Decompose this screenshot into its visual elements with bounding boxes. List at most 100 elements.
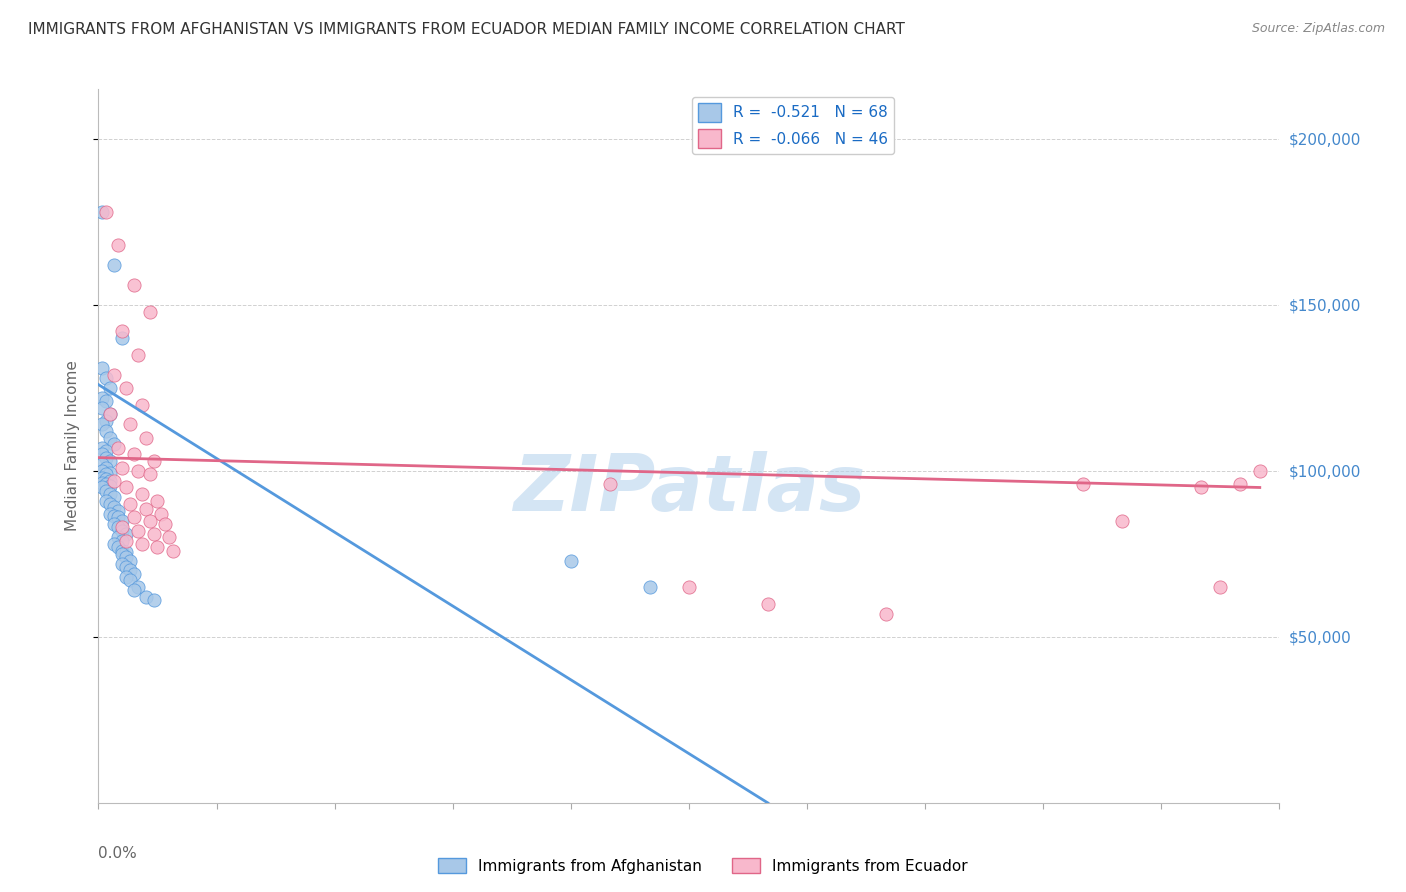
Point <box>98 497 121 511</box>
Text: Source: ZipAtlas.com: Source: ZipAtlas.com <box>1251 22 1385 36</box>
Point <box>98 408 121 422</box>
Point <box>115 481 138 495</box>
Point <box>111 514 134 528</box>
Point <box>96 444 118 458</box>
Point <box>115 533 138 548</box>
Point <box>127 524 149 538</box>
Point <box>111 460 134 475</box>
Legend: Immigrants from Afghanistan, Immigrants from Ecuador: Immigrants from Afghanistan, Immigrants … <box>432 852 974 880</box>
Point <box>107 510 129 524</box>
Text: ZIPatlas: ZIPatlas <box>513 450 865 527</box>
Point <box>103 258 125 272</box>
Point <box>135 502 157 516</box>
Point <box>107 520 129 534</box>
Point <box>91 464 114 478</box>
Point <box>96 477 118 491</box>
Point <box>638 580 661 594</box>
Point <box>875 607 897 621</box>
Point <box>135 590 157 604</box>
Point <box>107 441 129 455</box>
Point <box>111 524 134 538</box>
Point <box>150 507 173 521</box>
Point <box>111 557 134 571</box>
Point <box>107 238 129 252</box>
Point <box>91 447 114 461</box>
Point <box>103 508 125 523</box>
Point <box>1189 481 1212 495</box>
Point <box>115 570 138 584</box>
Legend: R =  -0.521   N = 68, R =  -0.066   N = 46: R = -0.521 N = 68, R = -0.066 N = 46 <box>692 97 894 154</box>
Point <box>118 564 141 578</box>
Point <box>111 325 134 339</box>
Point <box>1229 477 1251 491</box>
Point <box>118 574 141 588</box>
Point <box>111 533 134 548</box>
Point <box>142 527 165 541</box>
Point <box>111 520 134 534</box>
Point <box>115 560 138 574</box>
Point <box>91 417 114 432</box>
Point <box>96 414 118 428</box>
Point <box>98 454 121 468</box>
Point <box>756 597 779 611</box>
Point <box>138 304 160 318</box>
Point <box>146 540 169 554</box>
Point <box>91 475 114 490</box>
Point <box>96 493 118 508</box>
Point <box>103 491 125 505</box>
Point <box>111 543 134 558</box>
Point <box>162 543 184 558</box>
Point <box>157 530 180 544</box>
Point <box>96 205 118 219</box>
Point <box>1209 580 1232 594</box>
Point <box>98 408 121 422</box>
Point <box>91 457 114 471</box>
Text: IMMIGRANTS FROM AFGHANISTAN VS IMMIGRANTS FROM ECUADOR MEDIAN FAMILY INCOME CORR: IMMIGRANTS FROM AFGHANISTAN VS IMMIGRANT… <box>28 22 905 37</box>
Point <box>122 278 145 293</box>
Point <box>131 397 153 411</box>
Point <box>107 530 129 544</box>
Point <box>91 205 114 219</box>
Point <box>115 381 138 395</box>
Point <box>122 510 145 524</box>
Point <box>98 466 121 480</box>
Point <box>678 580 700 594</box>
Point <box>122 447 145 461</box>
Point <box>91 481 114 495</box>
Point <box>127 580 149 594</box>
Y-axis label: Median Family Income: Median Family Income <box>65 360 80 532</box>
Point <box>103 537 125 551</box>
Point <box>1249 464 1271 478</box>
Point <box>98 479 121 493</box>
Point <box>96 450 118 465</box>
Point <box>98 507 121 521</box>
Point <box>98 431 121 445</box>
Point <box>118 417 141 432</box>
Point <box>599 477 621 491</box>
Point <box>111 331 134 345</box>
Point <box>91 401 114 415</box>
Point <box>96 460 118 475</box>
Point <box>122 566 145 581</box>
Point <box>131 487 153 501</box>
Point <box>103 474 125 488</box>
Point <box>96 371 118 385</box>
Point <box>127 464 149 478</box>
Point <box>1071 477 1094 491</box>
Point <box>91 361 114 376</box>
Point <box>138 514 160 528</box>
Point <box>103 516 125 531</box>
Point <box>111 547 134 561</box>
Point <box>98 487 121 501</box>
Point <box>96 483 118 498</box>
Point <box>107 504 129 518</box>
Point <box>1111 514 1133 528</box>
Point <box>115 545 138 559</box>
Text: 0.0%: 0.0% <box>98 846 138 861</box>
Point <box>91 391 114 405</box>
Point <box>107 540 129 554</box>
Point <box>135 431 157 445</box>
Point <box>96 424 118 438</box>
Point <box>91 470 114 484</box>
Point <box>155 516 177 531</box>
